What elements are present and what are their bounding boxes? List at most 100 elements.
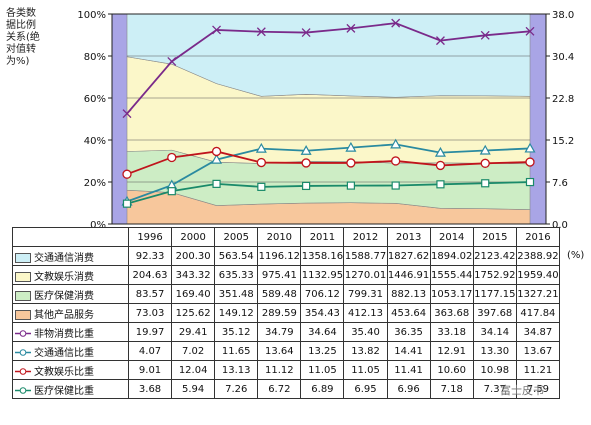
year-header: 2010: [257, 227, 302, 247]
table-cell: 13.25: [300, 341, 345, 361]
marker-交通通信比重: [211, 153, 223, 164]
table-row: 医疗保健消费 83.57 169.40 351.48 589.48 706.12 799.3…: [12, 284, 561, 304]
table-cell: 354.43: [300, 303, 345, 323]
table-cell: 1555.44: [429, 265, 474, 285]
table-cell: 3.68: [127, 379, 173, 399]
table-cell: 73.03: [127, 303, 173, 323]
table-cell: 799.31: [343, 284, 388, 304]
table-cell: 5.94: [171, 379, 216, 399]
table-cell: 1894.02: [429, 246, 474, 266]
marker-非物消费比重: [167, 57, 177, 66]
table-cell: 13.64: [257, 341, 302, 361]
right-tick-label: 0.0: [552, 220, 568, 230]
table-cell: 125.62: [171, 303, 216, 323]
table-cell: 6.95: [343, 379, 388, 399]
table-cell: 34.87: [515, 322, 561, 342]
legend-swatch: [15, 290, 31, 301]
marker-交通通信比重: [524, 142, 536, 153]
table-cell: 412.13: [343, 303, 388, 323]
table-cell: 11.05: [300, 360, 345, 380]
table-cell: 13.30: [472, 341, 517, 361]
table-cell: 9.01: [127, 360, 173, 380]
table-cell: 11.12: [257, 360, 302, 380]
table-cell: 453.64: [386, 303, 431, 323]
table-cell: 11.65: [214, 341, 259, 361]
table-cell: 1327.21: [515, 284, 561, 304]
right-side-panel: [530, 14, 546, 224]
marker-文教娱乐比重: [391, 156, 401, 166]
table-cell: 351.48: [214, 284, 259, 304]
marker-医疗保健比重: [391, 181, 400, 190]
marker-文教娱乐比重: [211, 146, 222, 157]
table-cell: 200.30: [171, 246, 216, 266]
table-header-row: 1996 2000 2005 2010 2011 2012 2013 2014 2015 2016: [12, 227, 561, 247]
table-row: 交通通信比重 4.07 7.02 11.65 13.64 13.25 13.82 14.41 1…: [12, 341, 561, 361]
table-cell: 204.63: [127, 265, 173, 285]
year-header: 2011: [300, 227, 345, 247]
table-cell: 34.79: [257, 322, 302, 342]
legend-swatch: [15, 252, 31, 263]
table-row: 医疗保健比重 3.68 5.94 7.26 6.72 6.89 6.95 6.96 7.18 7.…: [12, 379, 561, 399]
row-label: 医疗保健比重: [12, 379, 129, 399]
legend-line-key: [15, 330, 31, 337]
marker-非物消费比重: [301, 28, 311, 38]
plot-frame: [111, 13, 547, 225]
legend-swatch: [15, 309, 31, 320]
left-side-panel: [112, 14, 127, 224]
right-tick-label: 22.8: [552, 94, 574, 105]
marker-交通通信比重: [300, 145, 312, 155]
year-header: 2000: [171, 227, 216, 247]
table-cell: 1132.95: [300, 265, 345, 285]
marker-非物消费比重: [391, 18, 401, 28]
marker-交通通信比重: [255, 142, 267, 153]
marker-非物消费比重: [435, 36, 445, 46]
year-header: 2016: [515, 227, 561, 247]
table-cell: 35.12: [214, 322, 259, 342]
line-医疗保健比重: [126, 181, 531, 205]
right-tick-label: 7.6: [552, 178, 568, 189]
table-cell: 1053.17: [429, 284, 474, 304]
row-label: 文教娱乐消费: [12, 265, 129, 285]
row-label: 非物消费比重: [12, 322, 129, 342]
row-label: 其他产品服务: [12, 303, 129, 323]
table-cell: 6.89: [300, 379, 345, 399]
legend-line-key: [15, 387, 31, 394]
left-tick-label: 0%: [90, 220, 106, 230]
marker-文教娱乐比重: [256, 157, 266, 168]
marker-医疗保健比重: [481, 179, 490, 188]
table-row: 交通通信消费 92.33 200.30 563.54 1196.12 1358.16 158…: [12, 246, 561, 266]
marker-非物消费比重: [212, 25, 222, 35]
marker-文教娱乐比重: [435, 160, 446, 171]
marker-非物消费比重: [256, 27, 266, 37]
table-cell: 7.02: [171, 341, 216, 361]
table-cell: 7.26: [214, 379, 259, 399]
marker-医疗保健比重: [302, 181, 311, 191]
table-cell: 34.14: [472, 322, 517, 342]
table-cell: 1446.91: [386, 265, 431, 285]
table-cell: 36.35: [386, 322, 431, 342]
table-cell: 11.41: [386, 360, 431, 380]
marker-非物消费比重: [346, 23, 356, 33]
table-cell: 11.05: [343, 360, 388, 380]
table-cell: 706.12: [300, 284, 345, 304]
line-交通通信比重: [126, 143, 531, 203]
table-cell: 29.41: [171, 322, 216, 342]
table-cell: 10.60: [429, 360, 474, 380]
year-header: 2013: [386, 227, 431, 247]
marker-医疗保健比重: [212, 179, 221, 188]
marker-交通通信比重: [479, 144, 491, 155]
marker-医疗保健比重: [346, 181, 355, 190]
table-cell: 12.91: [429, 341, 474, 361]
marker-文教娱乐比重: [301, 158, 311, 168]
table-corner: [12, 227, 129, 247]
table-cell: 11.21: [515, 360, 561, 380]
marker-医疗保健比重: [436, 180, 445, 189]
table-cell: 13.13: [214, 360, 259, 380]
table-cell: 1177.15: [472, 284, 517, 304]
left-tick-label: 20%: [84, 178, 106, 189]
table-cell: 35.40: [343, 322, 388, 342]
table-cell: 2123.42: [472, 246, 517, 266]
data-table: 1996 2000 2005 2010 2011 2012 2013 2014 2015 2016…: [12, 227, 561, 399]
table-cell: 13.67: [515, 341, 561, 361]
marker-医疗保健比重: [167, 187, 176, 196]
